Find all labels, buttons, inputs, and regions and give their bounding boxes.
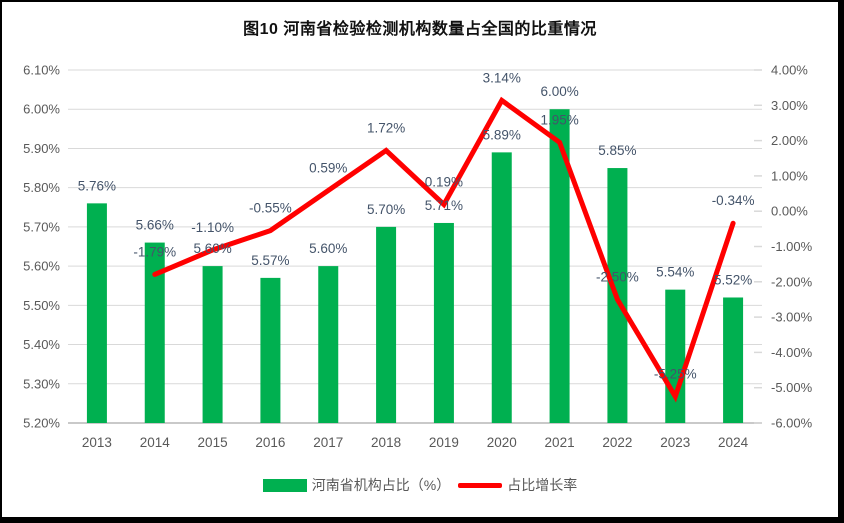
line-label-2024: -0.34% [712, 193, 755, 208]
bar-series-swatch-icon [262, 478, 307, 492]
bar-2013 [86, 203, 107, 423]
bar-label-2018: 5.70% [367, 202, 405, 217]
bar-2014 [144, 242, 165, 423]
line-label-2023: -5.25% [654, 367, 697, 382]
right-axis-tick-label: -4.00% [771, 345, 813, 360]
left-axis-tick-label: 5.30% [23, 376, 60, 391]
bar-2017 [318, 266, 339, 423]
bar-label-2021: 6.00% [540, 84, 578, 99]
right-axis-tick-label: 0.00% [771, 204, 808, 219]
bar-label-2014: 5.66% [136, 218, 174, 233]
x-axis-label-2023: 2023 [660, 435, 690, 450]
bar-label-2022: 5.85% [598, 143, 636, 158]
legend-item-line-series: 占比增长率 [458, 475, 577, 495]
bar-2019 [433, 222, 454, 423]
right-axis-tick-label: -1.00% [771, 239, 813, 254]
bar-2020 [491, 152, 512, 423]
x-axis-label-2024: 2024 [718, 435, 749, 450]
bar-label-2013: 5.76% [78, 178, 116, 193]
right-axis-tick-label: 1.00% [771, 168, 808, 183]
bar-2015 [202, 266, 223, 423]
left-axis-tick-label: 6.00% [23, 102, 60, 117]
bar-label-2020: 5.89% [483, 127, 521, 142]
line-series-swatch-icon [458, 482, 503, 488]
right-axis-tick-label: 3.00% [771, 98, 808, 113]
x-axis-label-2014: 2014 [140, 435, 171, 450]
bar-label-2019: 5.71% [425, 198, 463, 213]
left-axis-tick-label: 5.90% [23, 141, 60, 156]
left-axis-tick-label: 5.40% [23, 337, 60, 352]
right-axis-tick-label: 2.00% [771, 133, 808, 148]
x-axis-label-2015: 2015 [198, 435, 228, 450]
bar-2016 [260, 277, 281, 423]
bar-2023 [665, 289, 686, 423]
right-axis-tick-label: 4.00% [771, 63, 808, 78]
line-label-2016: -0.55% [249, 201, 292, 216]
line-label-2017: 0.59% [309, 160, 347, 175]
legend-line-label: 占比增长率 [507, 477, 578, 493]
left-axis-tick-label: 5.80% [23, 180, 60, 195]
line-label-2015: -1.10% [191, 220, 234, 235]
right-axis-tick-label: -5.00% [771, 380, 813, 395]
right-axis-tick-label: -2.00% [771, 274, 813, 289]
line-label-2019: 0.19% [425, 174, 463, 189]
bar-2024 [723, 297, 744, 423]
bar-label-2015: 5.60% [193, 241, 231, 256]
bar-label-2024: 5.52% [714, 272, 752, 287]
x-axis-label-2021: 2021 [545, 435, 575, 450]
bar-label-2016: 5.57% [251, 253, 289, 268]
x-axis-label-2022: 2022 [602, 435, 632, 450]
legend-item-bar-series: 河南省机构占比（%） [262, 475, 451, 495]
bar-2021 [549, 109, 570, 423]
legend: 河南省机构占比（%） 占比增长率 [2, 475, 838, 495]
line-label-2014: -1.79% [133, 244, 176, 259]
left-axis-tick-label: 5.60% [23, 259, 60, 274]
left-axis-tick-label: 5.70% [23, 219, 60, 234]
line-label-2022: -2.50% [596, 269, 639, 284]
chart-title: 图10 河南省检验检测机构数量占全国的比重情况 [243, 21, 597, 38]
x-axis-label-2020: 2020 [487, 435, 517, 450]
x-axis-label-2019: 2019 [429, 435, 459, 450]
growth-rate-line [152, 96, 736, 403]
line-label-2021: 1.95% [540, 112, 578, 127]
line-label-2018: 1.72% [367, 120, 405, 135]
x-axis-label-2016: 2016 [255, 435, 285, 450]
left-axis-tick-label: 5.50% [23, 298, 60, 313]
left-axis-tick-label: 5.20% [23, 416, 60, 431]
bar-label-2023: 5.54% [656, 265, 694, 280]
right-axis-tick-label: -3.00% [771, 310, 813, 325]
x-axis-label-2018: 2018 [371, 435, 401, 450]
line-label-2020: 3.14% [483, 70, 521, 85]
chart-canvas: 6.10% 6.00% 5.90% 5.80% 5.70% 5.60% 5.50% 5.40%… [23, 63, 813, 451]
bar-2018 [376, 226, 397, 423]
x-axis-label-2013: 2013 [82, 435, 112, 450]
legend-bar-label: 河南省机构占比（%） [311, 477, 451, 493]
right-axis-tick-label: -6.00% [771, 416, 813, 431]
x-axis-label-2017: 2017 [313, 435, 343, 450]
left-axis-tick-label: 6.10% [23, 63, 60, 78]
bar-label-2017: 5.60% [309, 241, 347, 256]
